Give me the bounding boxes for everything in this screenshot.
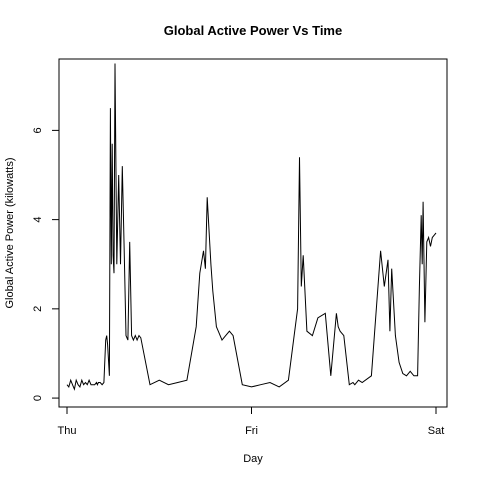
series-line [66,63,437,391]
chart-title: Global Active Power Vs Time [164,23,342,38]
y-axis: 0 2 4 6 [32,127,59,401]
y-axis-label: Global Active Power (kilowatts) [4,158,16,309]
y-tick-label: 0 [32,395,44,401]
x-tick-label: Fri [245,425,258,437]
x-axis: Thu Fri Sat [58,407,445,437]
x-tick-label: Sat [428,425,445,437]
plot-box [58,58,448,408]
x-tick-label: Thu [58,425,77,437]
y-tick-label: 4 [32,217,44,223]
y-tick-label: 2 [32,306,44,312]
x-axis-label: Day [243,453,263,465]
y-tick-label: 6 [32,127,44,133]
